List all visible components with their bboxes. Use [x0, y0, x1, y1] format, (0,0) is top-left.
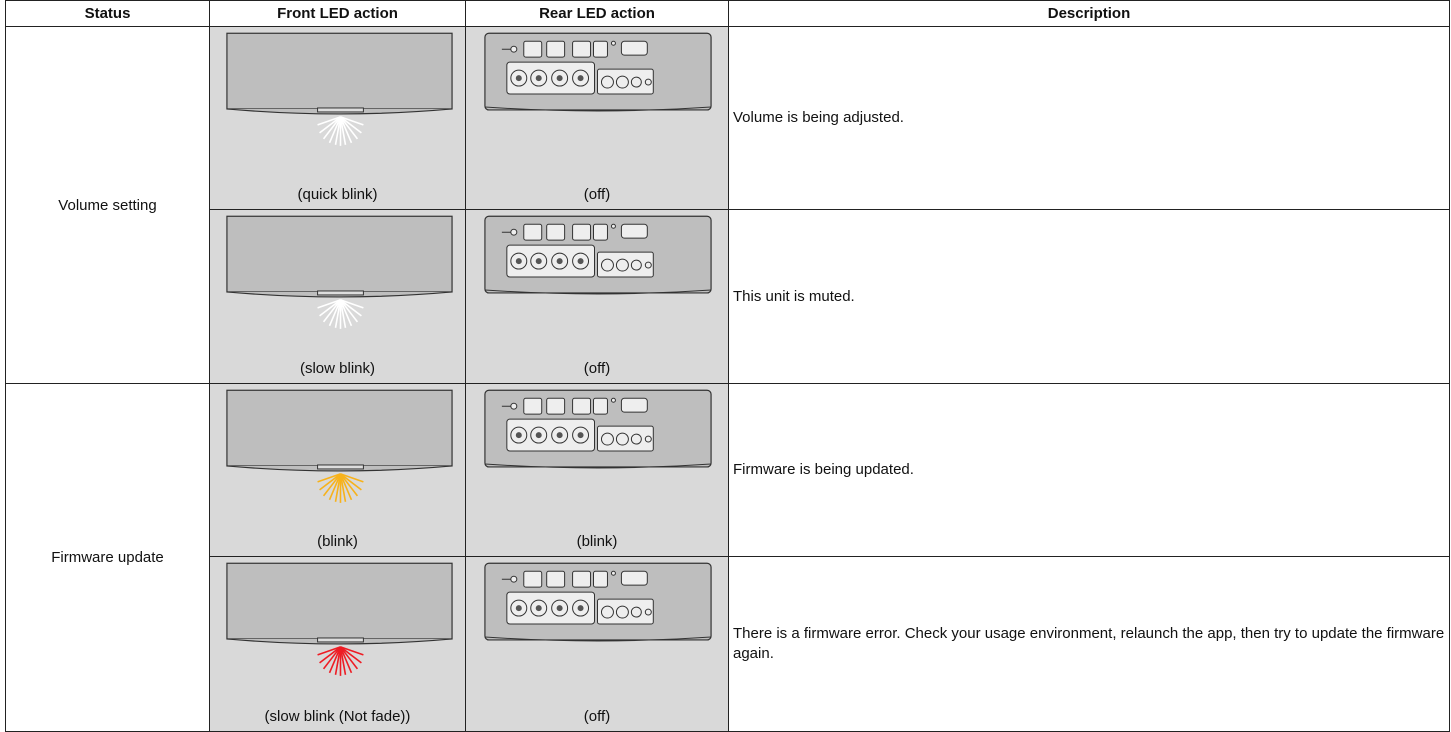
rear-caption: (off) [583, 708, 611, 725]
front-cell: (blink) [209, 383, 466, 557]
description-text: This unit is muted. [733, 287, 855, 305]
front-device [210, 386, 465, 526]
front-caption: (quick blink) [297, 186, 378, 203]
rear-cell: (off) [465, 209, 729, 384]
rear-device [466, 212, 728, 352]
front-device [210, 212, 465, 352]
header-text: Description [1047, 5, 1131, 22]
status-text: Firmware update [51, 549, 164, 566]
header-cell: Rear LED action [465, 0, 729, 27]
front-cell: (slow blink) [209, 209, 466, 384]
front-caption: (slow blink) [299, 360, 375, 377]
rear-cell: (off) [465, 26, 729, 210]
description-text: There is a firmware error. Check your us… [733, 625, 1445, 662]
front-cell: (slow blink (Not fade)) [209, 556, 466, 732]
rear-cell: (blink) [465, 383, 729, 557]
rear-caption: (off) [583, 360, 611, 377]
rear-device [466, 386, 728, 526]
front-caption: (blink) [317, 533, 358, 550]
header-text: Rear LED action [539, 5, 655, 22]
rear-caption: (off) [583, 186, 611, 203]
header-text: Status [84, 5, 131, 22]
status-cell: Volume setting [5, 26, 210, 384]
front-cell: (quick blink) [209, 26, 466, 210]
header-cell: Status [5, 0, 210, 27]
header-cell: Front LED action [209, 0, 466, 27]
header-text: Front LED action [277, 5, 398, 22]
description-cell: Firmware is being updated. [728, 383, 1450, 557]
description-cell: This unit is muted. [728, 209, 1450, 384]
description-cell: There is a firmware error. Check your us… [728, 556, 1450, 732]
description-cell: Volume is being adjusted. [728, 26, 1450, 210]
status-cell: Firmware update [5, 383, 210, 732]
rear-device [466, 559, 728, 699]
header-cell: Description [728, 0, 1450, 27]
front-device [210, 559, 465, 699]
rear-caption: (blink) [576, 533, 618, 550]
rear-device [466, 29, 728, 169]
status-text: Volume setting [58, 196, 157, 214]
front-caption: (slow blink (Not fade)) [264, 708, 411, 725]
description-text: Firmware is being updated. [733, 461, 914, 478]
description-text: Volume is being adjusted. [733, 109, 904, 126]
rear-cell: (off) [465, 556, 729, 732]
front-device [210, 29, 465, 169]
